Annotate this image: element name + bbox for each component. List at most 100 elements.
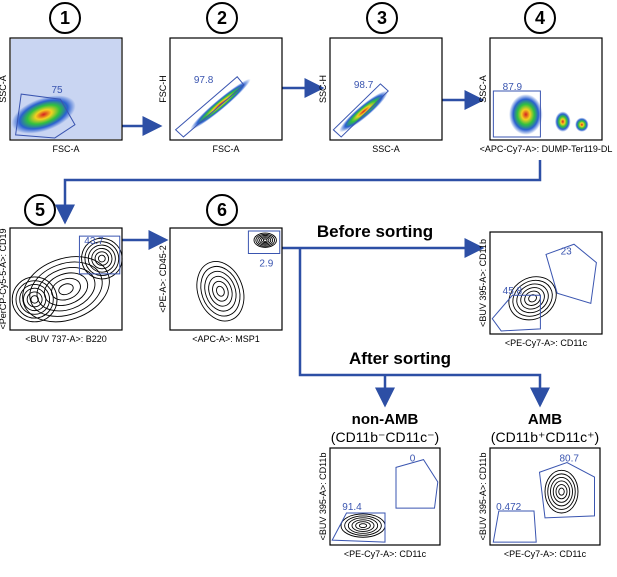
density-blob <box>509 94 543 135</box>
gate <box>395 459 439 509</box>
gate <box>174 76 245 138</box>
contour <box>255 233 275 247</box>
y-axis-label: SSC-A <box>0 75 8 103</box>
contour <box>520 287 545 310</box>
contour <box>216 285 225 297</box>
plot-frame <box>169 227 283 331</box>
arrow <box>298 248 550 408</box>
contour <box>344 515 382 536</box>
panel-number: 3 <box>377 8 387 28</box>
x-axis-label: <PE-Cy7-A>: CD11c <box>344 549 427 559</box>
contour <box>98 254 106 263</box>
gate-percentage: 98.7 <box>354 80 374 91</box>
x-axis-label: <PE-Cy7-A>: CD11c <box>504 549 587 559</box>
plot-panel: 1 75 FSC-A SSC-A <box>0 2 123 154</box>
panel-number: 2 <box>217 8 227 28</box>
contour <box>84 241 120 276</box>
panel-number: 5 <box>35 200 45 220</box>
gate-percentage: 45.8 <box>503 286 523 297</box>
panel-number-circle <box>49 2 81 34</box>
gate <box>545 243 597 305</box>
contour <box>259 236 272 245</box>
contour <box>508 276 557 321</box>
gate-percentage: 43.7 <box>84 236 104 247</box>
contour <box>257 235 274 246</box>
x-axis-label: FSC-A <box>213 144 240 154</box>
group-name: non-AMB <box>352 411 419 428</box>
arrows <box>55 78 550 408</box>
gate <box>492 90 541 138</box>
contour <box>29 261 103 317</box>
plot-panel: 3 98.7 SSC-A SSC-H <box>318 2 443 154</box>
plot-panel: 4 87.9 <APC-Cy7-A>: DUMP-Ter119-DL SSC-A <box>478 2 613 154</box>
y-axis-label: SSC-H <box>318 75 328 103</box>
y-axis-label: <PE-A>: CD45-2 <box>158 245 168 313</box>
contour <box>15 280 54 319</box>
contour <box>550 476 573 507</box>
x-axis-label: SSC-A <box>372 144 400 154</box>
contour <box>51 277 81 301</box>
contour <box>547 473 576 510</box>
contour <box>87 244 116 273</box>
gate <box>78 235 121 275</box>
plot-panel: 5 43.7 <BUV 737-A>: B220 <PerCP-Cy5-5-A>: C… <box>0 194 123 344</box>
plot-panel: 80.7 0.472 <PE-Cy7-A>: CD11c <BUV 395-A>: C… <box>478 447 601 559</box>
y-axis-label: SSC-A <box>478 75 488 103</box>
density-blob <box>554 111 571 132</box>
gate-percentage: 23 <box>561 246 573 257</box>
contour <box>200 265 241 317</box>
arrow <box>55 160 542 225</box>
contour <box>516 283 549 314</box>
gate-percentage: 91.4 <box>342 502 362 513</box>
contour <box>544 469 579 514</box>
after-title: After sorting <box>349 349 451 368</box>
density-blob <box>575 117 589 132</box>
contour <box>552 480 571 503</box>
gate-percentage: 87.9 <box>503 82 523 93</box>
panel-number: 6 <box>217 200 227 220</box>
panel-number: 4 <box>535 8 545 28</box>
gate-percentage: 0 <box>410 454 416 465</box>
plot-panel: 0 91.4 <PE-Cy7-A>: CD11c <BUV 395-A>: CD11b <box>318 447 441 559</box>
contour <box>19 283 51 315</box>
contour <box>58 283 74 296</box>
contour <box>512 279 553 317</box>
x-axis-label: FSC-A <box>53 144 80 154</box>
contour <box>212 280 229 302</box>
panel-number-circle <box>206 194 238 226</box>
contour <box>204 270 237 312</box>
gate-percentage: 0.472 <box>496 502 521 513</box>
contour <box>347 517 379 534</box>
contour <box>358 523 368 528</box>
y-axis-label: <PerCP-Cy5-5-A>: CD19 <box>0 228 8 329</box>
plot-panel: 2 97.8 FSC-A FSC-H <box>158 2 283 154</box>
contour <box>555 484 568 500</box>
panel-number-circle <box>366 2 398 34</box>
panel-number-circle <box>24 194 56 226</box>
contour <box>558 487 565 496</box>
contour <box>253 232 277 248</box>
contour <box>261 237 270 244</box>
plot-frame <box>169 37 283 141</box>
contour <box>91 247 113 270</box>
contour <box>524 290 541 306</box>
y-axis-label: <BUV 395-A>: CD11b <box>318 453 328 541</box>
x-axis-label: <BUV 737-A>: B220 <box>25 334 107 344</box>
gate <box>332 83 389 138</box>
gate-percentage: 97.8 <box>194 75 214 86</box>
group-phenotype: (CD11b⁺CD11c⁺) <box>491 429 599 445</box>
panel-number-circle <box>206 2 238 34</box>
density-blob <box>11 95 76 134</box>
contour <box>26 291 43 308</box>
contour <box>355 521 371 530</box>
x-axis-label: <APC-Cy7-A>: DUMP-Ter119-DL <box>480 144 613 154</box>
plot-panel: 23 45.8 <PE-Cy7-A>: CD11c <BUV 395-A>: CD11… <box>478 231 603 348</box>
plot-panel: 6 2.9 <APC-A>: MSP1 <PE-A>: CD45-2 <box>158 194 283 344</box>
gate <box>492 510 537 543</box>
gate <box>331 512 386 543</box>
gate-percentage: 80.7 <box>559 454 579 465</box>
y-axis-label: <BUV 395-A>: CD11b <box>478 239 488 327</box>
contour <box>351 519 375 532</box>
contour <box>208 275 233 307</box>
